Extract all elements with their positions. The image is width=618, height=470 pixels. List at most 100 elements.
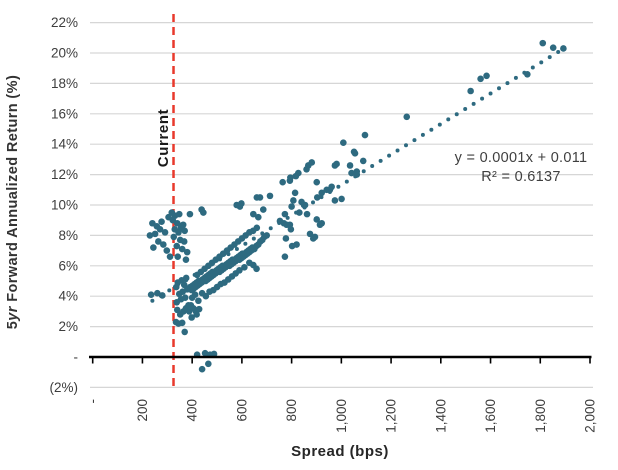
data-point bbox=[188, 314, 195, 321]
x-tick-label: 400 bbox=[185, 399, 200, 422]
data-point bbox=[286, 221, 294, 229]
data-point bbox=[181, 227, 189, 235]
data-point bbox=[259, 206, 267, 213]
data-point bbox=[200, 209, 207, 216]
trend-dot bbox=[463, 107, 468, 112]
data-point bbox=[205, 360, 212, 368]
data-point bbox=[255, 213, 262, 221]
data-point bbox=[353, 168, 361, 175]
y-tick-label: 6% bbox=[58, 258, 78, 273]
trend-dot bbox=[429, 127, 434, 132]
data-point bbox=[236, 267, 243, 274]
trend-dot bbox=[167, 288, 172, 293]
data-point bbox=[351, 150, 359, 157]
data-point bbox=[281, 210, 289, 218]
data-point bbox=[178, 319, 186, 327]
current-line-label: Current bbox=[155, 109, 172, 167]
x-axis-ticks bbox=[91, 357, 591, 364]
x-axis-tick-labels: - 200 400 600 800 1,000 1,200 1,400 1,600 1,800 2,… bbox=[85, 399, 597, 433]
data-point bbox=[166, 253, 174, 260]
data-point bbox=[146, 232, 154, 239]
trend-dot bbox=[539, 60, 544, 65]
trend-dot bbox=[412, 138, 417, 143]
scatter-points bbox=[146, 39, 567, 373]
data-point bbox=[149, 219, 156, 227]
data-point bbox=[291, 189, 299, 197]
data-point bbox=[151, 230, 159, 238]
regression-equation-label: y = 0.0001x + 0.011 bbox=[455, 150, 588, 166]
x-tick-label: 1,000 bbox=[334, 399, 349, 433]
data-point bbox=[306, 230, 314, 238]
y-tick-label: 14% bbox=[51, 137, 78, 152]
data-point bbox=[331, 197, 339, 204]
x-tick-label: 200 bbox=[135, 399, 150, 422]
data-point bbox=[326, 186, 334, 194]
data-point bbox=[173, 242, 181, 250]
data-point bbox=[313, 178, 321, 186]
trend-dot bbox=[251, 236, 256, 241]
data-point bbox=[304, 162, 312, 169]
y-tick-label: 22% bbox=[51, 15, 78, 30]
data-point bbox=[159, 292, 166, 299]
trend-dot bbox=[471, 101, 476, 106]
x-tick-label: 1,200 bbox=[384, 399, 399, 433]
data-point bbox=[346, 162, 354, 169]
data-point bbox=[524, 70, 531, 78]
data-point bbox=[282, 235, 290, 242]
x-tick-label: 2,000 bbox=[583, 399, 598, 433]
data-point bbox=[155, 238, 162, 245]
trend-dot bbox=[336, 184, 341, 189]
trend-dot bbox=[378, 158, 383, 163]
data-point bbox=[175, 210, 183, 218]
trend-dot bbox=[387, 153, 392, 158]
data-point bbox=[361, 131, 369, 139]
trend-dot bbox=[454, 112, 459, 117]
trend-dot bbox=[344, 179, 349, 184]
trend-dot bbox=[480, 96, 485, 101]
y-tick-label: 12% bbox=[51, 167, 78, 182]
y-tick-label: 4% bbox=[58, 289, 78, 304]
trend-dot bbox=[530, 65, 535, 70]
y-tick-label: 18% bbox=[51, 76, 78, 91]
data-point bbox=[174, 253, 182, 260]
data-point bbox=[178, 245, 186, 253]
trend-dot bbox=[319, 195, 324, 200]
data-point bbox=[210, 350, 218, 358]
data-point bbox=[158, 218, 165, 226]
trend-dot bbox=[505, 81, 510, 86]
data-point bbox=[539, 39, 547, 47]
trend-dot bbox=[370, 164, 375, 169]
data-point bbox=[403, 113, 411, 121]
y-axis-tick-labels: 22% 20% 18% 16% 14% 12% 10% 8% 6% 4% 2% - (2%) bbox=[49, 15, 78, 395]
data-point bbox=[195, 297, 202, 305]
data-point bbox=[338, 195, 345, 203]
data-point bbox=[181, 328, 189, 336]
data-point bbox=[281, 253, 289, 260]
data-point bbox=[183, 248, 191, 256]
trend-dot bbox=[420, 132, 425, 137]
trend-dot bbox=[395, 148, 400, 153]
data-point bbox=[238, 200, 245, 207]
data-point bbox=[186, 210, 194, 218]
data-point bbox=[287, 174, 294, 181]
data-point bbox=[303, 210, 311, 218]
data-point bbox=[161, 229, 169, 236]
data-point bbox=[250, 210, 257, 218]
data-point bbox=[253, 224, 261, 232]
data-point bbox=[483, 72, 490, 80]
data-point bbox=[313, 216, 321, 223]
data-point bbox=[165, 213, 172, 221]
data-point bbox=[266, 192, 274, 200]
trend-dot bbox=[361, 169, 366, 174]
data-point bbox=[198, 365, 206, 373]
data-point bbox=[300, 201, 308, 209]
data-point bbox=[173, 219, 181, 227]
data-point bbox=[182, 256, 190, 264]
data-point bbox=[181, 294, 189, 302]
trend-dot bbox=[513, 75, 518, 80]
data-point bbox=[318, 189, 326, 197]
data-point bbox=[160, 241, 167, 248]
data-point bbox=[467, 87, 474, 95]
data-point bbox=[340, 139, 347, 146]
